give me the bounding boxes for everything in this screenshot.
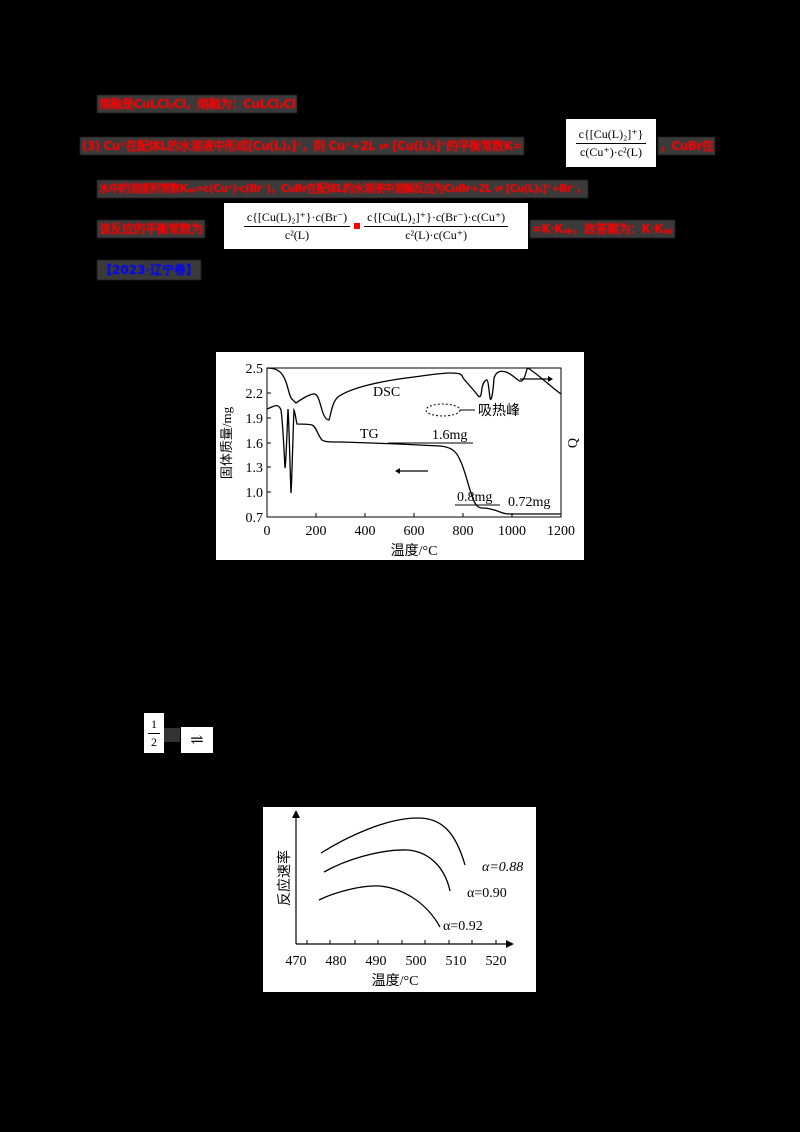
mass-1.6mg-label: 1.6mg <box>432 428 467 443</box>
x-axis-arrow-icon <box>506 940 514 948</box>
label-alpha-092: α=0.92 <box>443 919 483 934</box>
mass-0.8mg-label: 0.8mg <box>457 490 492 505</box>
label-alpha-088: α=0.88 <box>482 860 523 875</box>
answer-line-4-suffix: =K·Kₛₚ，故答案为：K·Kₛₚ <box>530 220 675 238</box>
source-tag: 【2023·辽宁卷】 <box>97 260 201 280</box>
eq1-denominator: c²(L) <box>284 227 310 242</box>
x-tick-labels: 470 480 490 500 510 520 <box>286 954 507 969</box>
svg-text:1.3: 1.3 <box>246 461 264 476</box>
y-axis-label: 固体质量/mg <box>219 406 234 479</box>
eq2-numerator: c{[Cu(L)₂]⁺}·c(Br⁻)·c(Cu⁺) <box>364 210 509 227</box>
svg-text:0.7: 0.7 <box>246 511 264 526</box>
y-axis-arrow-icon <box>292 810 300 818</box>
equilibrium-arrow-icon: ⇌ <box>190 732 204 749</box>
svg-text:520: 520 <box>486 954 507 969</box>
tg-label: TG <box>360 427 379 442</box>
eq2-denominator: c²(L)·c(Cu⁺) <box>405 227 468 242</box>
curve-alpha-092 <box>318 885 441 928</box>
reaction-rate-chart: 470 480 490 500 510 520 温度/°C 反应速率 α=0.8… <box>263 807 536 992</box>
x-axis-label: 温度/°C <box>391 543 438 559</box>
k-denominator: c(Cu⁺)·c²(L) <box>580 144 642 159</box>
svg-text:2.5: 2.5 <box>246 362 264 377</box>
x-ticks <box>306 940 497 944</box>
svg-text:800: 800 <box>453 524 474 539</box>
dsc-label: DSC <box>373 385 400 400</box>
answer-line-4-prefix: 该反应的平衡常数为 <box>97 220 205 238</box>
equilibrium-arrow-fragment: ⇌ <box>181 727 213 753</box>
svg-text:200: 200 <box>306 524 327 539</box>
svg-text:2.2: 2.2 <box>246 387 264 402</box>
left-arrow-icon <box>395 468 428 474</box>
tg-curve <box>266 367 562 421</box>
svg-text:510: 510 <box>446 954 467 969</box>
svg-text:500: 500 <box>406 954 427 969</box>
answer-line-2-prefix: (3) Cu⁺在配体L的水溶液中形成[Cu(L)₂]⁺，则 Cu⁺+2L ⇌ [… <box>80 137 525 155</box>
eq2-fraction: c{[Cu(L)₂]⁺}·c(Br⁻)·c(Cu⁺) c²(L)·c(Cu⁺) <box>364 210 509 243</box>
svg-text:1.6: 1.6 <box>246 437 264 452</box>
svg-text:1200: 1200 <box>547 524 575 539</box>
svg-text:480: 480 <box>326 954 347 969</box>
svg-text:1.9: 1.9 <box>246 412 264 427</box>
curve-alpha-088 <box>320 817 466 866</box>
right-arrow-icon <box>520 376 553 382</box>
fragment-dark-patch <box>164 728 180 742</box>
y-ticks <box>267 367 271 518</box>
x-axis-label: 温度/°C <box>372 973 419 989</box>
reaction-rate-plot: 470 480 490 500 510 520 温度/°C 反应速率 α=0.8… <box>276 810 523 989</box>
k-fraction: c{[Cu(L)₂]⁺} c(Cu⁺)·c²(L) <box>575 127 647 160</box>
k-formula-box: c{[Cu(L)₂]⁺} c(Cu⁺)·c²(L) <box>566 119 656 167</box>
answer-line-1: 熔融是CuLCl₂Cl，熔融为：CuLCl₂Cl <box>97 95 298 113</box>
y-axis-label: 反应速率 <box>276 850 293 906</box>
svg-text:400: 400 <box>355 524 376 539</box>
y-axis-right-label: Q <box>566 438 581 448</box>
half-num: 1 <box>148 717 160 734</box>
eq1-fraction: c{[Cu(L)₂]⁺}·c(Br⁻) c²(L) <box>243 210 351 243</box>
equals-marker <box>354 223 361 229</box>
k-numerator: c{[Cu(L)₂]⁺} <box>575 127 647 144</box>
svg-text:600: 600 <box>404 524 425 539</box>
answer-line-3: 水中的溶度积常数Kₛₚ=c(Cu⁺)·c(Br⁻)，CuBr在配体L的水溶液中溶… <box>97 180 589 198</box>
svg-text:490: 490 <box>366 954 387 969</box>
equilibrium-formula-box: c{[Cu(L)₂]⁺}·c(Br⁻) c²(L) c{[Cu(L)₂]⁺}·c… <box>224 203 528 249</box>
eq1-numerator: c{[Cu(L)₂]⁺}·c(Br⁻) <box>243 210 351 227</box>
svg-text:1.0: 1.0 <box>246 486 264 501</box>
label-alpha-090: α=0.90 <box>467 886 507 901</box>
half-den: 2 <box>151 734 157 749</box>
y-tick-labels: 2.5 2.2 1.9 1.6 1.3 1.0 0.7 <box>246 362 264 526</box>
half-fraction-fragment: 1 2 <box>144 713 164 753</box>
answer-line-2-suffix: ，CuBr在 <box>658 137 716 155</box>
x-ticks <box>266 513 562 517</box>
curve-alpha-090 <box>323 849 451 892</box>
svg-text:470: 470 <box>286 954 307 969</box>
half-fraction: 1 2 <box>148 717 160 750</box>
svg-text:0: 0 <box>264 524 271 539</box>
mass-0.72mg-label: 0.72mg <box>508 495 550 510</box>
svg-text:1000: 1000 <box>498 524 526 539</box>
x-tick-labels: 0 200 400 600 800 1000 1200 <box>264 524 576 539</box>
tg-dsc-plot: 0 200 400 600 800 1000 1200 2.5 2.2 1.9 … <box>219 362 581 559</box>
tg-dsc-chart: 0 200 400 600 800 1000 1200 2.5 2.2 1.9 … <box>216 352 584 560</box>
endothermic-peak-ellipse <box>425 403 461 417</box>
endothermic-peak-label: 吸热峰 <box>478 403 520 419</box>
